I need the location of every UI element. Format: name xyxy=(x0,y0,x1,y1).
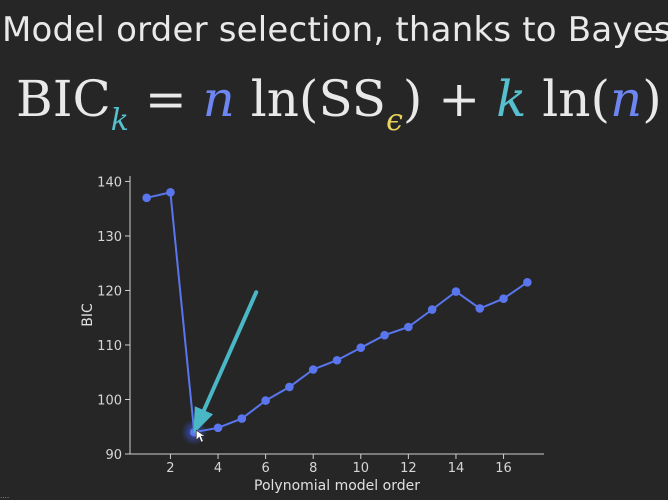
formula-k-subscript: k xyxy=(110,103,129,138)
formula-epsilon-subscript: ϵ xyxy=(386,103,403,138)
chart-annotation xyxy=(193,290,259,443)
formula-close-1: ) xyxy=(402,70,423,128)
y-tick-label: 110 xyxy=(97,339,122,354)
data-point xyxy=(332,355,342,365)
formula-close-2: ) xyxy=(642,70,662,128)
x-tick-label: 12 xyxy=(400,461,417,476)
formula-ln-1: ln( xyxy=(234,70,319,128)
x-tick-label: 6 xyxy=(261,461,269,476)
x-tick-label: 4 xyxy=(214,461,222,476)
formula-k: k xyxy=(496,70,527,128)
data-point xyxy=(261,396,270,405)
arrow-head xyxy=(193,406,214,435)
mouse-cursor-icon xyxy=(195,429,207,443)
bic-formula: BICk = n ln(SSϵ) + k ln(n) xyxy=(16,70,662,138)
data-point xyxy=(380,330,389,340)
data-point xyxy=(475,304,485,313)
data-point xyxy=(308,365,318,374)
corner-mark: ‥‥ xyxy=(0,492,10,500)
title-dash xyxy=(646,31,668,33)
data-point xyxy=(237,414,247,423)
data-point xyxy=(142,193,151,203)
chart-series xyxy=(142,188,532,446)
data-point xyxy=(213,423,223,433)
x-tick-label: 14 xyxy=(448,461,465,476)
data-point xyxy=(285,382,294,392)
data-point xyxy=(166,188,175,197)
formula-plus: + xyxy=(422,70,497,128)
data-point xyxy=(451,287,461,296)
y-tick-label: 130 xyxy=(97,230,122,245)
y-tick-label: 100 xyxy=(97,393,122,408)
formula-bic: BIC xyxy=(16,70,111,128)
chart-axes: 90 100 110 120 130 140 2 4 6 8 10 12 14 16 Polynomial … xyxy=(80,175,544,494)
formula-n-2: n xyxy=(610,70,643,128)
y-tick-label: 140 xyxy=(97,175,122,190)
formula-ln-2: ln( xyxy=(526,70,610,128)
x-tick-label: 8 xyxy=(309,461,317,476)
data-point xyxy=(523,277,532,287)
arrow-shaft xyxy=(201,290,259,413)
x-tick-label: 10 xyxy=(353,461,370,476)
x-axis-label: Polynomial model order xyxy=(254,478,420,494)
data-point xyxy=(404,322,413,332)
x-tick-label: 2 xyxy=(166,461,174,476)
formula-equals: = xyxy=(128,70,203,128)
data-point xyxy=(356,343,366,353)
y-tick-label: 120 xyxy=(97,284,122,299)
data-point xyxy=(499,294,508,303)
y-axis-label: BIC xyxy=(80,303,96,327)
formula-ss: SS xyxy=(318,70,387,128)
y-tick-label: 90 xyxy=(105,448,122,463)
series-line xyxy=(146,191,528,434)
slide-title: Model order selection, thanks to Bayes xyxy=(2,10,668,50)
data-point xyxy=(427,305,437,314)
formula-n: n xyxy=(202,70,235,128)
x-tick-label: 16 xyxy=(495,461,512,476)
